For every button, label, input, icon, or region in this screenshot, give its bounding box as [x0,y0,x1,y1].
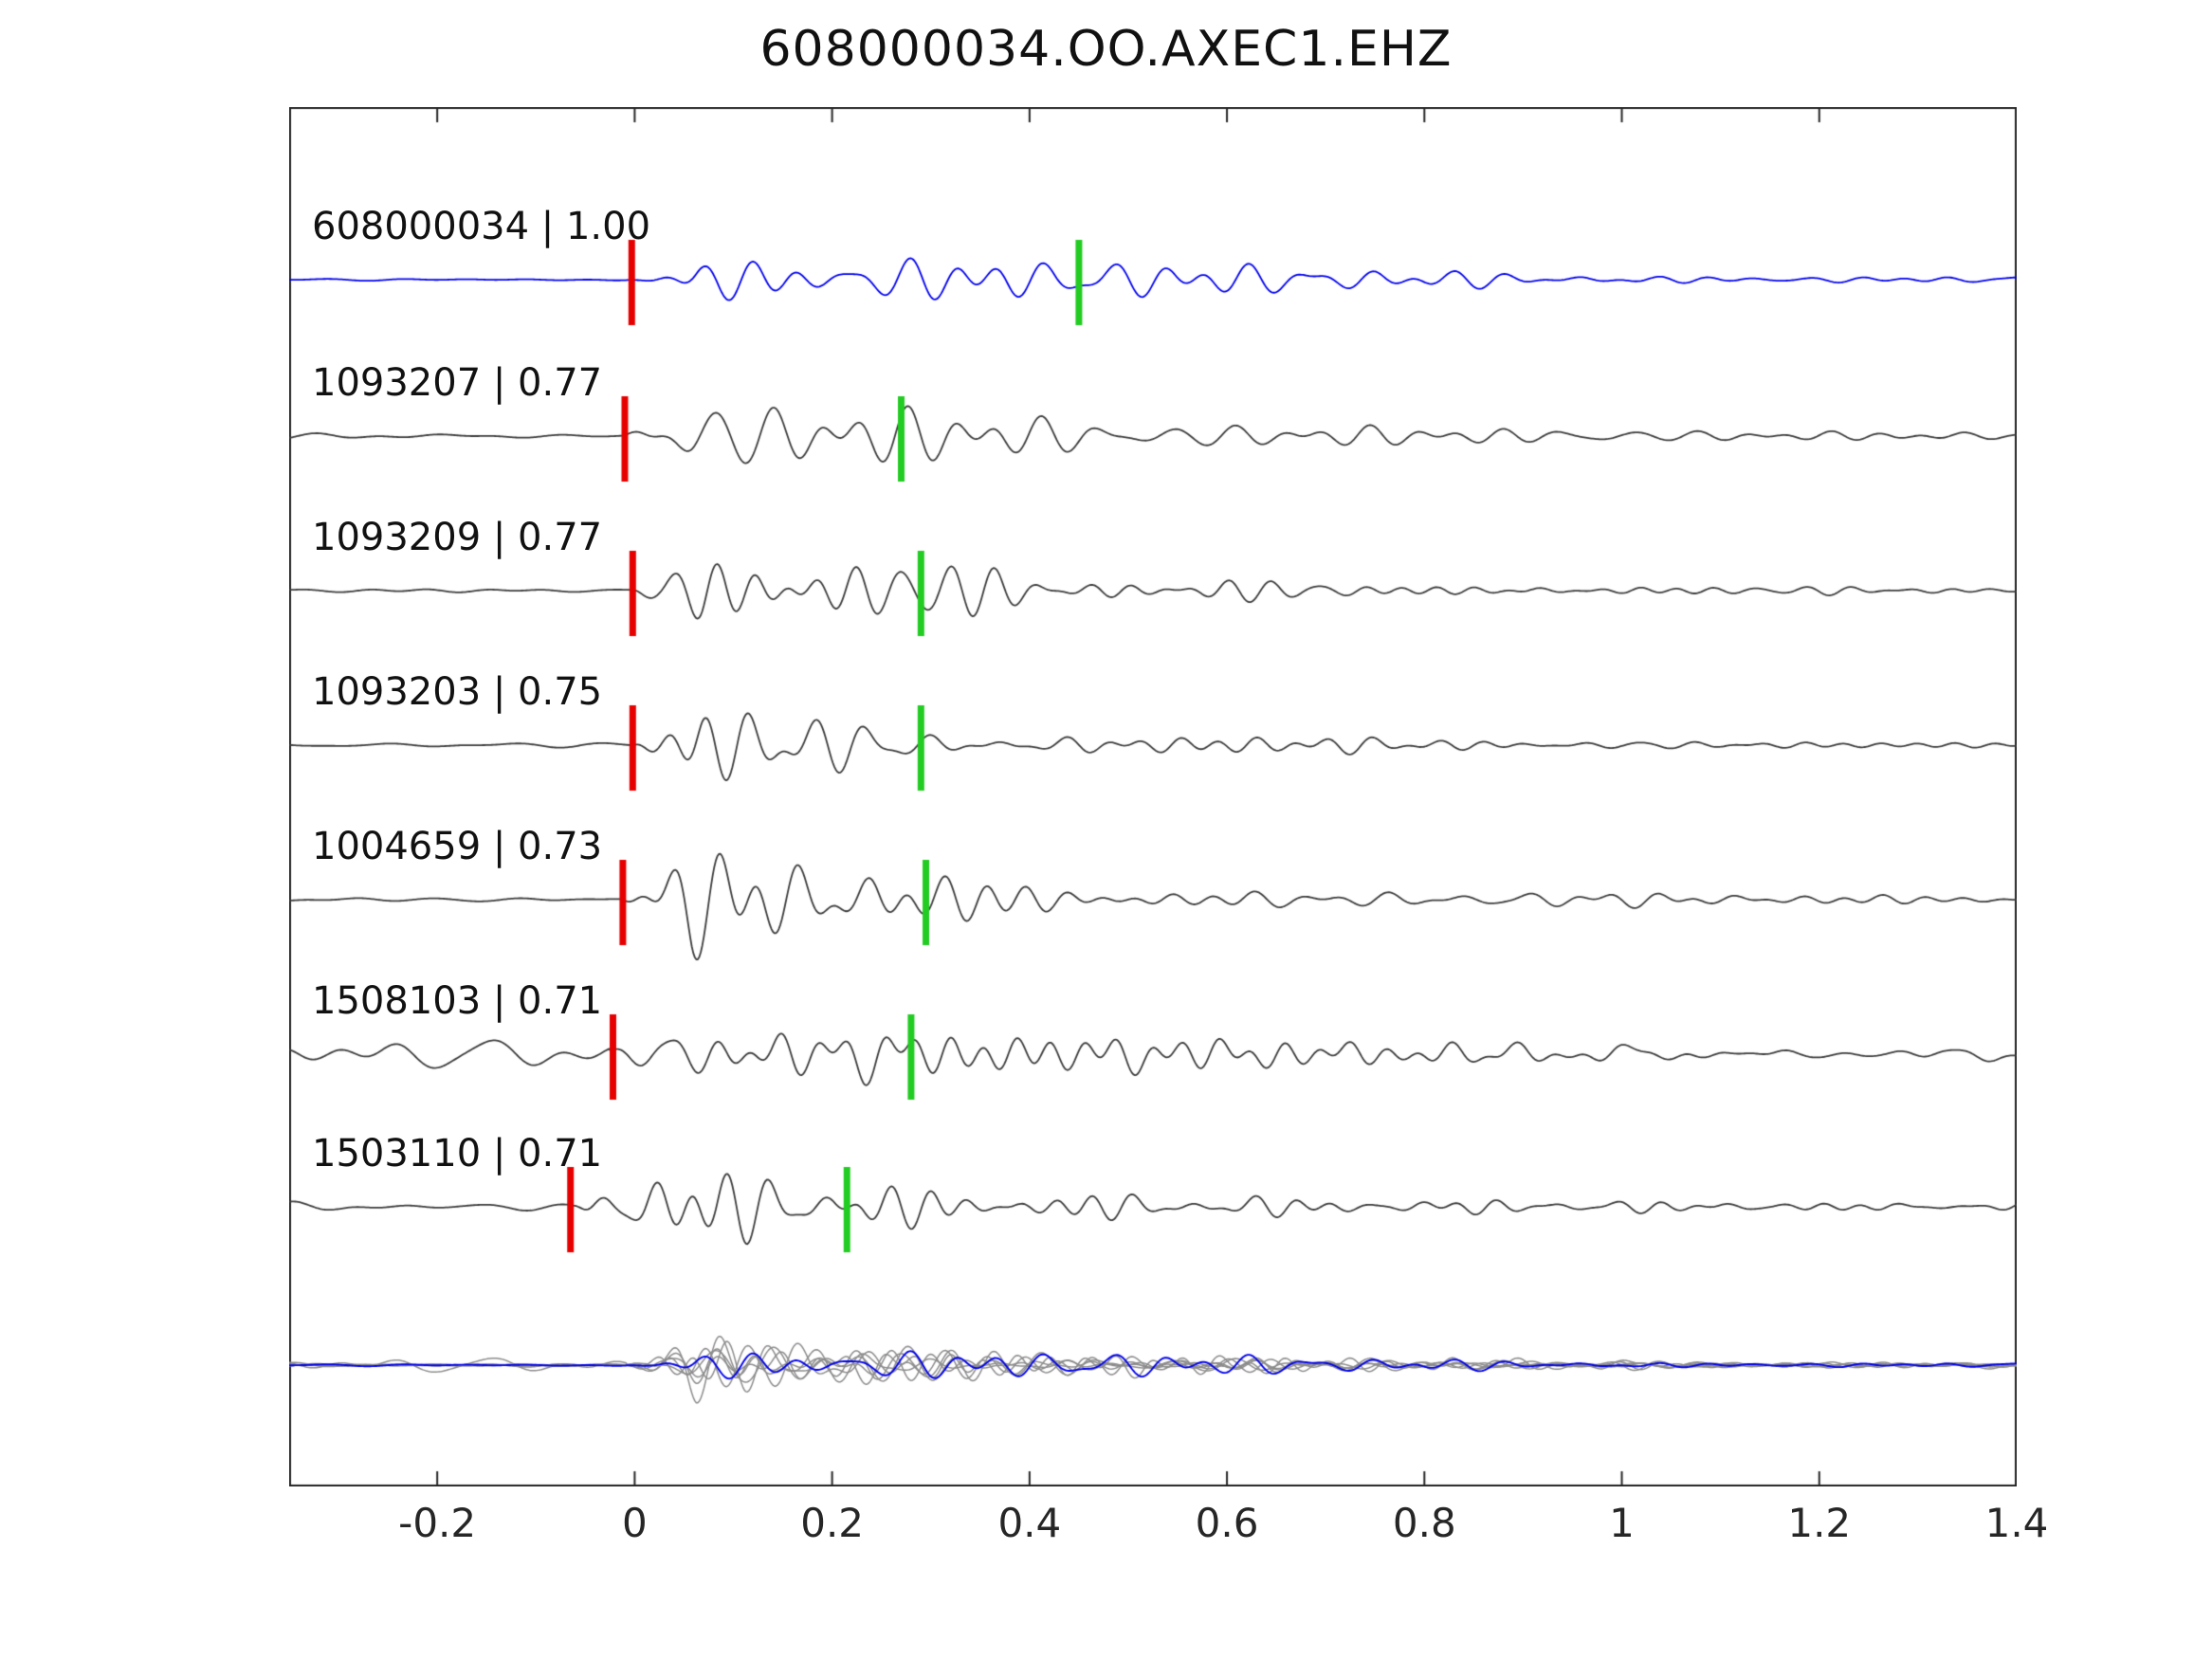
chart-title: 608000034.OO.AXEC1.EHZ [759,21,1453,78]
trace-label: 1004659 | 0.73 [312,825,603,868]
x-tick-label: 0.2 [800,1500,865,1546]
x-tick-label: 1 [1609,1500,1635,1546]
x-tick-label: -0.2 [398,1500,477,1546]
trace-label: 1093207 | 0.77 [312,361,603,405]
trace-label: 1508103 | 0.71 [312,979,603,1023]
seismogram-canvas [289,107,2017,1486]
x-tick-label: 0.4 [997,1500,1062,1546]
x-tick-label: 1.2 [1787,1500,1852,1546]
trace-label: 1503110 | 0.71 [312,1132,603,1176]
trace-label: 608000034 | 1.00 [312,205,651,248]
x-tick-label: 0 [622,1500,648,1546]
plot-area: 608000034 | 1.00 1093207 | 0.77 1093209 | … [289,107,2017,1486]
x-tick-label: 0.6 [1195,1500,1259,1546]
trace-label: 1093203 | 0.75 [312,670,603,714]
x-tick-label: 1.4 [1984,1500,2049,1546]
x-tick-label: 0.8 [1392,1500,1456,1546]
trace-label: 1093209 | 0.77 [312,516,603,559]
